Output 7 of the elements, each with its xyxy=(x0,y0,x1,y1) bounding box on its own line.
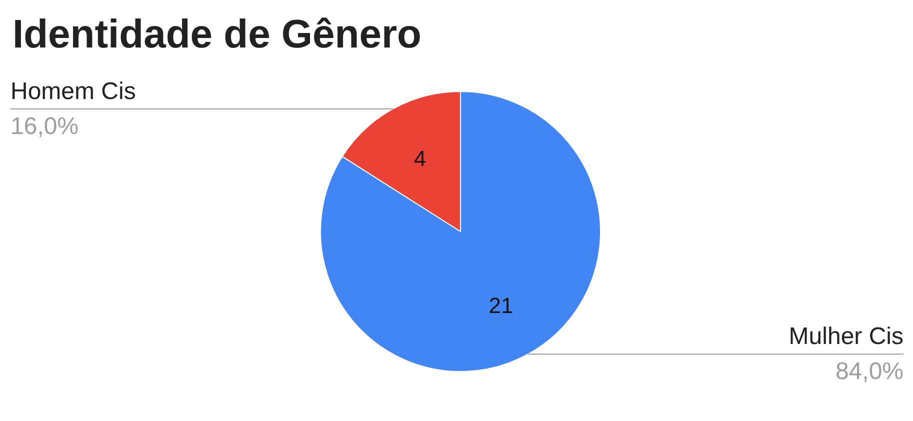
text: 21 xyxy=(488,293,514,318)
slice-label: Mulher Cis xyxy=(788,323,904,350)
chart-title: Identidade de Gênero xyxy=(12,12,422,56)
slice-label: Homem Cis xyxy=(10,78,136,105)
data-label: 16,0% xyxy=(10,112,79,140)
data-label: 84,0% xyxy=(835,358,904,386)
text: 4 xyxy=(414,146,426,171)
